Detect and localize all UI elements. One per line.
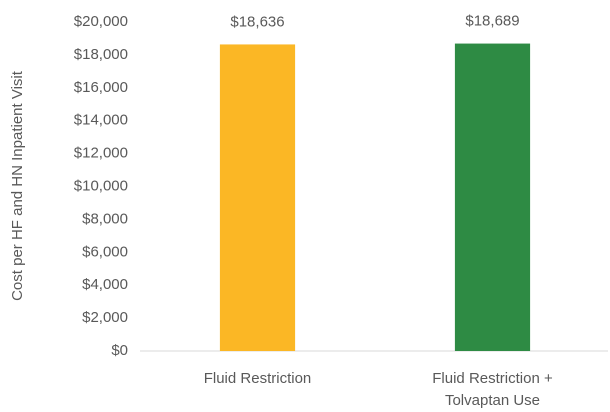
y-tick-label: $0 [111,342,128,359]
x-tick-label: Fluid Restriction [203,370,312,387]
y-tick-label: $2,000 [82,309,128,326]
y-tick-label: $20,000 [74,13,128,30]
y-tick-label: $16,000 [74,79,128,96]
data-label: $18,636 [230,13,284,30]
y-tick-label: $4,000 [82,276,128,293]
data-label: $18,689 [465,13,519,30]
x-tick-label: Fluid Restriction + Tolvaptan Use [432,370,553,409]
y-tick-label: $8,000 [82,210,128,227]
bar [219,44,296,351]
y-axis-title: Cost per HF and HN Inpatient Visit [9,70,26,301]
y-tick-label: $18,000 [74,46,128,63]
y-tick-label: $14,000 [74,112,128,129]
bar [454,43,531,351]
y-tick-label: $10,000 [74,177,128,194]
y-tick-label: $12,000 [74,145,128,162]
y-tick-label: $6,000 [82,243,128,260]
